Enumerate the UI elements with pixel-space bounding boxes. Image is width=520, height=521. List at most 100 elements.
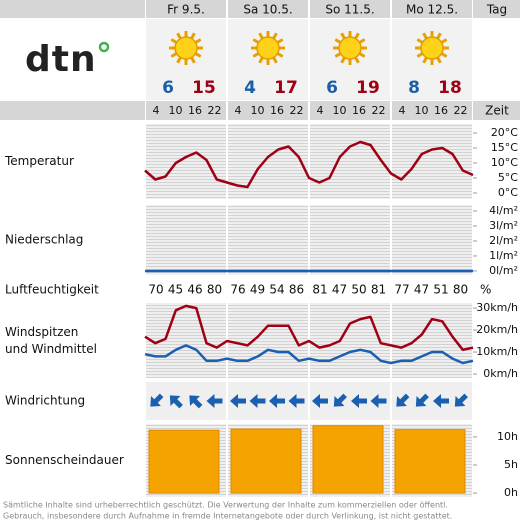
max-temp: 18 [438, 78, 462, 98]
sun-ray [358, 52, 366, 58]
sun-ray [416, 52, 424, 58]
min-temp: 8 [408, 78, 420, 98]
sun-ray [258, 32, 264, 40]
y-tick-label: 30km/h [476, 301, 518, 314]
hour-label: 16 [270, 104, 284, 117]
chart-background [392, 124, 472, 199]
humidity-value: 70 [148, 283, 163, 297]
sun-ray [190, 32, 196, 40]
sun-ray [334, 52, 342, 58]
chart-background [310, 205, 390, 275]
bar [394, 429, 466, 494]
humidity-value: 81 [371, 283, 386, 297]
y-tick-label: 0°C [498, 186, 518, 199]
header-cell [146, 0, 226, 18]
hours-blank [0, 101, 145, 120]
wind-arrow [433, 394, 449, 408]
wind-arrow [415, 393, 429, 407]
sun-ray [436, 32, 442, 40]
y-tick-label: 20km/h [476, 323, 518, 336]
humidity-unit: % [480, 283, 491, 297]
wind-arrow [454, 393, 468, 407]
data-line [144, 304, 474, 352]
header-cell [392, 0, 472, 18]
sun-ray [190, 56, 196, 64]
wind-arrow [206, 394, 223, 408]
sun-ray [334, 38, 342, 44]
wind-arrow [370, 394, 387, 408]
hour-label: 16 [188, 104, 202, 117]
wind-arrow [269, 394, 285, 408]
hour-label: 10 [251, 104, 265, 117]
min-temp: 4 [244, 78, 256, 98]
sun-ray [276, 52, 284, 58]
hour-label: 4 [235, 104, 242, 117]
data-line [144, 140, 474, 189]
sun-ray [436, 56, 442, 64]
humidity-value: 49 [250, 283, 265, 297]
hour-label: 10 [169, 104, 183, 117]
row-label: Temperatur [4, 154, 74, 168]
y-tick-label: 20°C [491, 126, 518, 139]
wind-arrow [249, 394, 266, 408]
hour-label: 4 [153, 104, 160, 117]
sun-ray [176, 56, 182, 64]
y-tick-label: 5°C [498, 171, 518, 184]
header-blank [0, 0, 145, 18]
sun-ray [272, 56, 278, 64]
bar [230, 428, 302, 494]
wind-arrow [169, 395, 183, 409]
sun-ray [422, 32, 428, 40]
chart-background [228, 303, 308, 378]
hour-label: 22 [372, 104, 386, 117]
hours-cell [392, 101, 472, 120]
sun-ray [252, 52, 260, 58]
humidity-value: 77 [394, 283, 409, 297]
footer-text: Gebrauch, insbesondere durch Aufnahme in… [3, 512, 452, 521]
humidity-value: 80 [453, 283, 468, 297]
hour-label: 4 [317, 104, 324, 117]
sun-ray [416, 38, 424, 44]
bar [312, 425, 384, 494]
chart-background [310, 303, 390, 378]
hours-cell [310, 101, 390, 120]
sun-ray [194, 38, 202, 44]
chart-background [310, 124, 390, 199]
max-temp: 19 [356, 78, 380, 98]
sun-ray [252, 38, 260, 44]
wind-arrow [189, 395, 203, 409]
hours-cell [228, 101, 308, 120]
sun-ray [354, 32, 360, 40]
min-temp: 6 [162, 78, 174, 98]
y-tick-label: 4l/m² [489, 204, 518, 217]
humidity-value: 50 [351, 283, 366, 297]
header-cell [310, 0, 390, 18]
sun-ray [258, 56, 264, 64]
sun-ray [194, 52, 202, 58]
sun-ray [170, 52, 178, 58]
chart-background [392, 205, 472, 275]
row-label: Windrichtung [5, 394, 85, 408]
day-label: Mo 12.5. [406, 3, 458, 17]
hour-label: 16 [434, 104, 448, 117]
sun-ray [440, 52, 448, 58]
logo: dtn [25, 39, 97, 80]
row-label: Sonnenscheindauer [5, 453, 124, 467]
y-tick-label: 0l/m² [489, 264, 518, 277]
humidity-value: 76 [230, 283, 245, 297]
header-cell [473, 0, 520, 18]
y-tick-label: 3l/m² [489, 219, 518, 232]
y-tick-label: 10h [497, 430, 518, 443]
sun-ray [440, 38, 448, 44]
hours-cell [146, 101, 226, 120]
hour-label: 22 [208, 104, 222, 117]
min-temp: 6 [326, 78, 338, 98]
humidity-value: 80 [207, 283, 222, 297]
max-temp: 15 [192, 78, 216, 98]
row-label: Windspitzen [5, 325, 78, 339]
humidity-value: 46 [187, 283, 202, 297]
humidity-value: 81 [312, 283, 327, 297]
day-label: Sa 10.5. [243, 3, 292, 17]
sun-ray [176, 32, 182, 40]
chart-background [146, 124, 226, 199]
